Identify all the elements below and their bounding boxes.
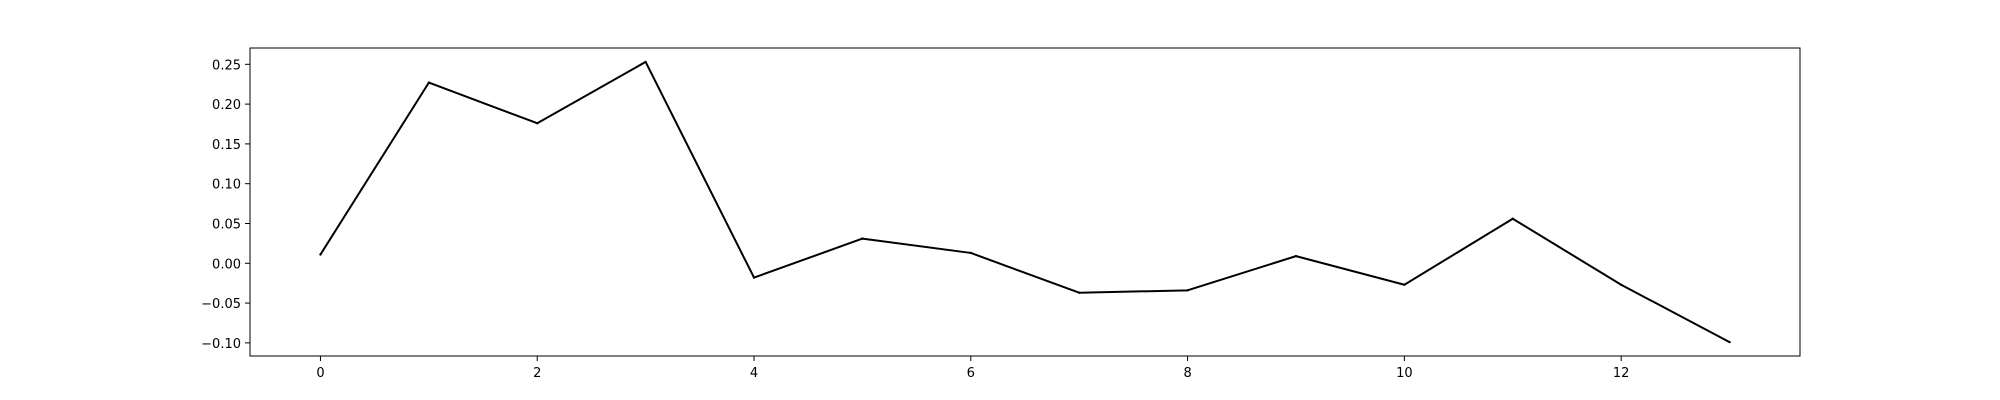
y-tick-label: 0.25 bbox=[212, 58, 241, 73]
x-tick-label: 2 bbox=[533, 366, 541, 381]
y-axis: 0.25 0.20 0.15 0.10 0.05 0.00 −0.05 −0.10 bbox=[201, 58, 250, 352]
series-layer bbox=[319, 60, 1731, 344]
data-point bbox=[969, 251, 973, 255]
data-point bbox=[1619, 283, 1623, 286]
x-tick-label: 12 bbox=[1613, 366, 1630, 381]
data-point bbox=[1186, 289, 1189, 292]
data-point bbox=[644, 60, 647, 64]
y-tick-label: −0.05 bbox=[201, 297, 241, 312]
data-point bbox=[1403, 283, 1406, 286]
data-point bbox=[861, 237, 864, 240]
y-tick-label: 0.05 bbox=[212, 217, 241, 232]
x-tick-label: 6 bbox=[967, 366, 975, 381]
series-line bbox=[319, 60, 1731, 343]
data-point bbox=[752, 276, 756, 279]
x-axis: 0 2 4 6 8 10 12 bbox=[316, 356, 1629, 381]
data-point bbox=[536, 122, 539, 125]
data-point bbox=[1511, 217, 1514, 220]
data-point bbox=[427, 81, 431, 84]
x-tick-label: 4 bbox=[750, 366, 758, 381]
data-point bbox=[319, 253, 322, 256]
y-tick-label: 0.20 bbox=[212, 98, 241, 113]
y-tick-label: 0.10 bbox=[212, 178, 241, 193]
plot-area bbox=[249, 47, 1801, 357]
y-tick-label: −0.10 bbox=[201, 337, 241, 352]
data-point bbox=[1077, 291, 1081, 294]
x-tick-label: 0 bbox=[316, 366, 324, 381]
y-tick-label: 0.15 bbox=[212, 138, 241, 153]
data-point bbox=[1728, 340, 1731, 344]
x-tick-label: 8 bbox=[1183, 366, 1191, 381]
y-tick-label: 0.00 bbox=[212, 257, 241, 272]
x-tick-label: 10 bbox=[1396, 366, 1413, 381]
data-point bbox=[1294, 254, 1298, 258]
